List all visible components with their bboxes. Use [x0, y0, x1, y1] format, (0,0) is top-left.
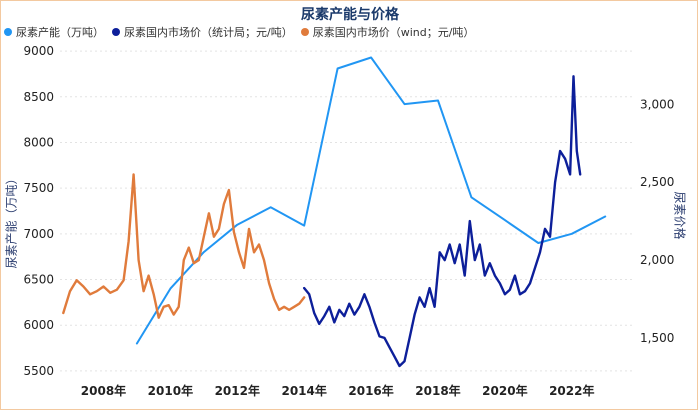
x-tick-2018: 2018年	[415, 383, 460, 398]
y-right-tick-2,000: 2,000	[640, 253, 674, 267]
y-left-tick-8000: 8000	[23, 135, 54, 149]
y-left-tick-6000: 6000	[23, 318, 54, 332]
x-tick-2012: 2012年	[215, 383, 260, 398]
chart-legend: 尿素产能（万吨） 尿素国内市场价（统计局；元/吨） 尿素国内市场价（wind；元…	[4, 24, 482, 40]
y-right-tick-1,500: 1,500	[640, 331, 674, 345]
x-tick-2010: 2010年	[148, 383, 193, 398]
legend-label-capacity: 尿素产能（万吨）	[16, 26, 104, 39]
y-left-tick-6500: 6500	[23, 273, 54, 287]
chart-title: 尿素产能与价格	[301, 7, 399, 23]
x-tick-2022: 2022年	[549, 383, 594, 398]
legend-label-price-nbs: 尿素国内市场价（统计局；元/吨）	[124, 26, 293, 39]
legend-item-price-wind[interactable]: 尿素国内市场价（wind；元/吨）	[300, 24, 475, 40]
legend-item-price-nbs[interactable]: 尿素国内市场价（统计局；元/吨）	[112, 24, 293, 40]
x-tick-2008: 2008年	[81, 383, 126, 398]
legend-dot-price-nbs	[112, 28, 120, 36]
series-capacity-line	[135, 56, 607, 345]
y-right-tick-2,500: 2,500	[640, 175, 674, 189]
y-left-tick-7500: 7500	[23, 181, 54, 195]
legend-label-price-wind: 尿素国内市场价（wind；元/吨）	[312, 26, 475, 39]
y-left-tick-8500: 8500	[23, 90, 54, 104]
legend-dot-capacity	[4, 28, 12, 36]
y-left-tick-5500: 5500	[23, 364, 54, 378]
x-tick-2014: 2014年	[281, 383, 326, 398]
x-tick-2020: 2020年	[482, 383, 527, 398]
series-price-nbs-line	[303, 75, 582, 368]
series-price-wind-line	[62, 173, 306, 319]
y-right-tick-3,000: 3,000	[640, 97, 674, 111]
x-tick-2016: 2016年	[348, 383, 393, 398]
legend-dot-price-wind	[300, 28, 309, 36]
y-left-tick-9000: 9000	[23, 44, 54, 58]
y-left-tick-7000: 7000	[23, 227, 54, 241]
legend-item-capacity[interactable]: 尿素产能（万吨）	[4, 24, 104, 40]
